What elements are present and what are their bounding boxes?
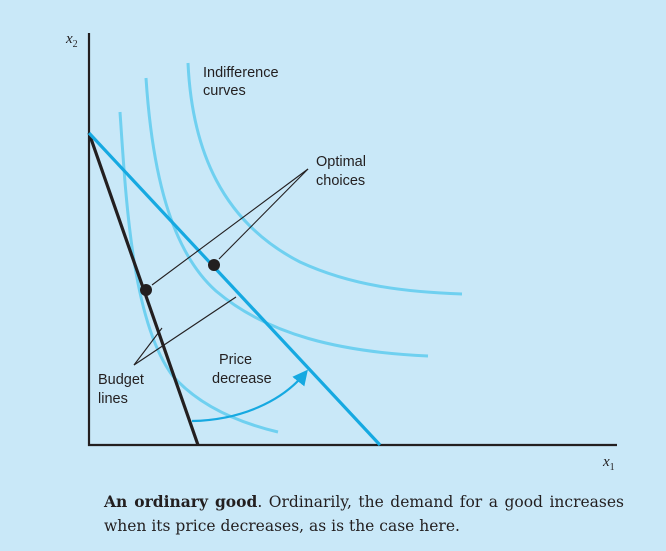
optimal-choice-point-new bbox=[208, 259, 220, 271]
indifference-curves-label: Indifference curves bbox=[203, 65, 283, 99]
optimal-leader-line-2 bbox=[218, 168, 309, 260]
optimal-choice-point-original bbox=[140, 284, 152, 296]
optimal-choices-label: Optimal choices bbox=[316, 154, 370, 189]
price-decrease-label: Price decrease bbox=[212, 352, 272, 387]
new-budget-line bbox=[87, 131, 382, 447]
caption-body: . Ordinarily, the demand for a good incr… bbox=[104, 493, 624, 535]
indifference-curve-2 bbox=[144, 77, 429, 358]
indifference-curve-3 bbox=[186, 62, 463, 296]
indifference-curve-1 bbox=[118, 111, 279, 434]
price-decrease-arrow bbox=[191, 369, 308, 423]
optimal-leader-line-1 bbox=[151, 168, 309, 286]
budget-leader-line-1 bbox=[133, 327, 163, 366]
x-axis-label: x1 bbox=[602, 454, 615, 470]
budget-lines-label: Budget lines bbox=[98, 372, 148, 407]
caption-title: An ordinary good bbox=[104, 492, 258, 511]
y-axis-label: x2 bbox=[65, 31, 78, 50]
ordinary-good-diagram: x2 x1 Indifference curves Optimal choice… bbox=[65, 31, 617, 470]
figure-caption: An ordinary good. Ordinarily, the demand… bbox=[104, 490, 624, 538]
budget-leader-line-2 bbox=[133, 296, 237, 366]
